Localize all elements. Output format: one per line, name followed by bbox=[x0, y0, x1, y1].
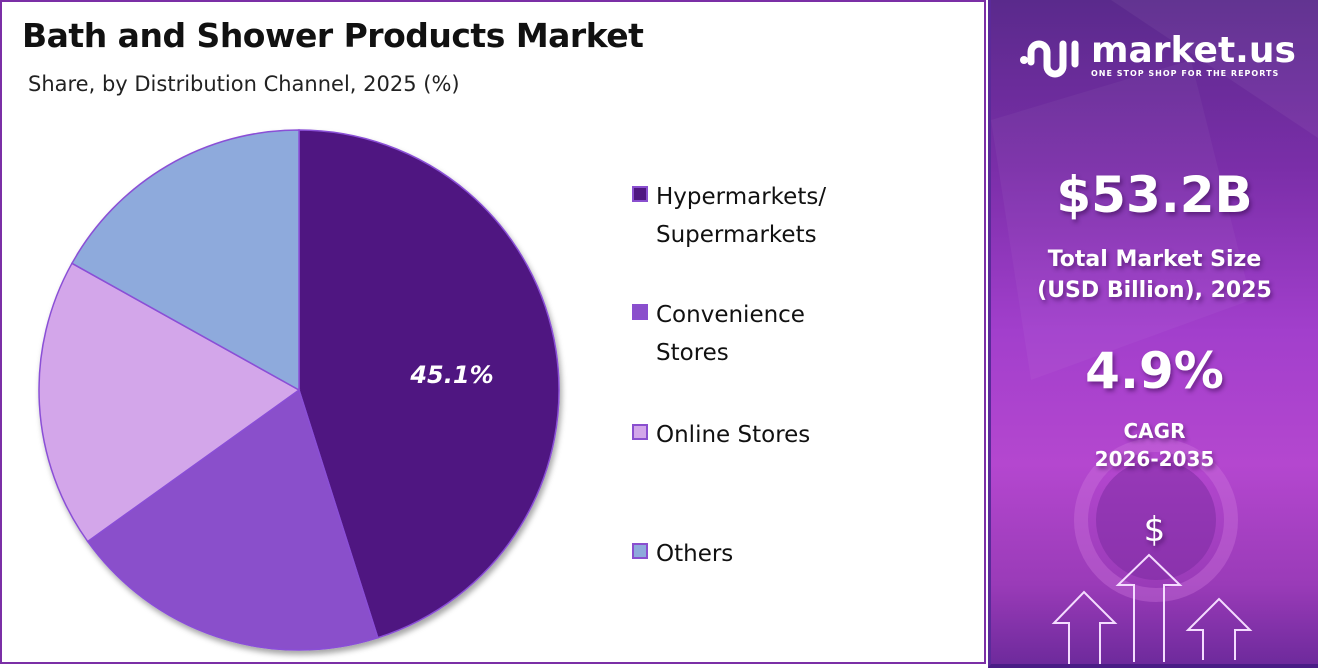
growth-arrows-icon bbox=[1051, 553, 1253, 664]
market-size-label: Total Market Size bbox=[1047, 247, 1262, 272]
background-decoration bbox=[991, 0, 1318, 602]
legend-item-others: Others bbox=[632, 535, 892, 573]
legend-swatch bbox=[632, 186, 648, 202]
pie-slice-hypermarkets bbox=[298, 129, 560, 639]
chart-panel: Bath and Shower Products Market Share, b… bbox=[0, 0, 986, 664]
brand-tagline: ONE STOP SHOP FOR THE REPORTS bbox=[1091, 68, 1280, 78]
slice-label-hypermarkets: 45.1% bbox=[409, 361, 493, 389]
pie-slice-others bbox=[70, 129, 300, 392]
brand-logo-icon bbox=[1020, 40, 1079, 78]
legend-swatch bbox=[632, 424, 648, 440]
market-size-unit: (USD Billion), 2025 bbox=[1037, 278, 1272, 303]
legend-item-online: Online Stores bbox=[632, 416, 892, 454]
market-size-value: $53.2B bbox=[1056, 166, 1253, 224]
cagr-label: CAGR bbox=[1123, 419, 1186, 443]
cagr-period: 2026-2035 bbox=[1094, 447, 1215, 471]
brand-logo: market.us ONE STOP SHOP FOR THE REPORTS bbox=[1019, 30, 1296, 80]
pie-slices bbox=[38, 129, 560, 651]
cagr-value: 4.9% bbox=[1085, 342, 1224, 400]
pie-chart: 45.1% bbox=[38, 129, 560, 651]
pie-slice-online bbox=[38, 262, 301, 543]
legend-item-convenience: Convenience Stores bbox=[632, 296, 892, 372]
legend-swatch bbox=[632, 304, 648, 320]
pie-slice-convenience bbox=[86, 388, 379, 651]
legend-item-hypermarkets: Hypermarkets/ Supermarkets bbox=[632, 178, 892, 254]
chart-subtitle: Share, by Distribution Channel, 2025 (%) bbox=[28, 72, 460, 96]
summary-panel: market.us ONE STOP SHOP FOR THE REPORTS … bbox=[988, 0, 1318, 668]
brand-name: market.us bbox=[1091, 29, 1296, 71]
chart-title: Bath and Shower Products Market bbox=[22, 16, 644, 55]
dollar-icon: $ bbox=[1143, 510, 1166, 550]
legend-swatch bbox=[632, 543, 648, 559]
